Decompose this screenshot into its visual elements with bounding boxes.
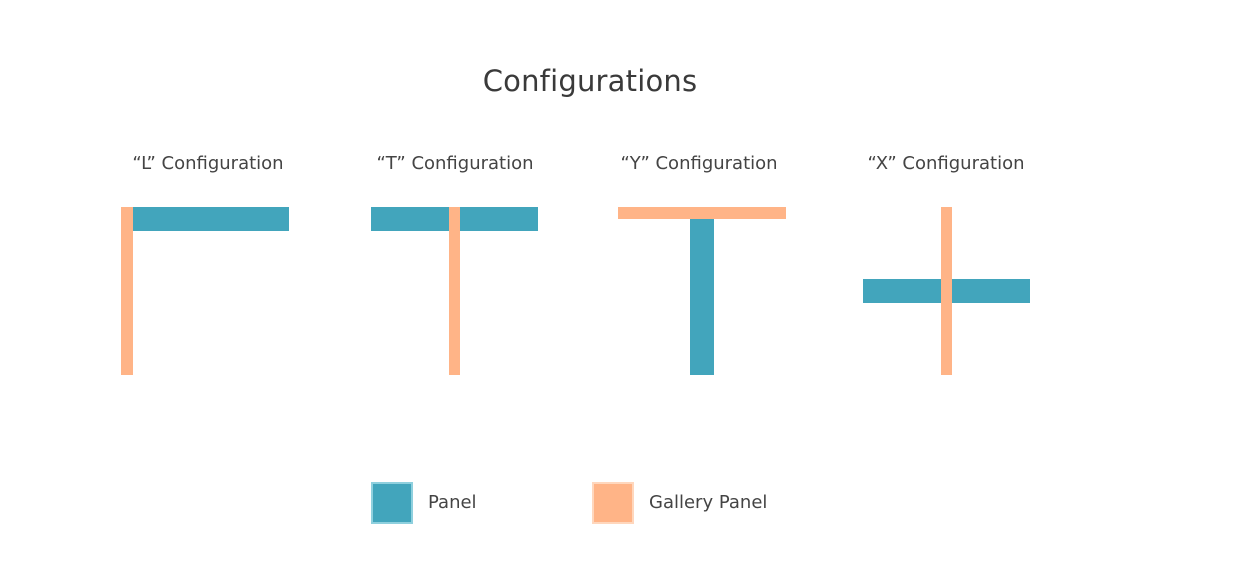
legend-gallery-panel-swatch	[592, 482, 634, 524]
diagram-title: Configurations	[482, 64, 698, 98]
config-label-y: “Y” Configuration	[620, 153, 778, 174]
l-panel-bar	[133, 207, 289, 231]
legend-gallery-panel-label: Gallery Panel	[649, 492, 768, 513]
x-gallery-panel-bar	[941, 207, 952, 375]
legend-panel-label: Panel	[428, 492, 477, 513]
config-label-x: “X” Configuration	[867, 153, 1025, 174]
config-label-t: “T” Configuration	[376, 153, 534, 174]
legend-panel-swatch	[371, 482, 413, 524]
y-panel-bar	[690, 219, 714, 375]
config-label-l: “L” Configuration	[132, 153, 284, 174]
l-gallery-panel-bar	[121, 207, 133, 375]
y-gallery-panel-bar	[618, 207, 786, 219]
t-gallery-panel-bar	[449, 207, 460, 375]
